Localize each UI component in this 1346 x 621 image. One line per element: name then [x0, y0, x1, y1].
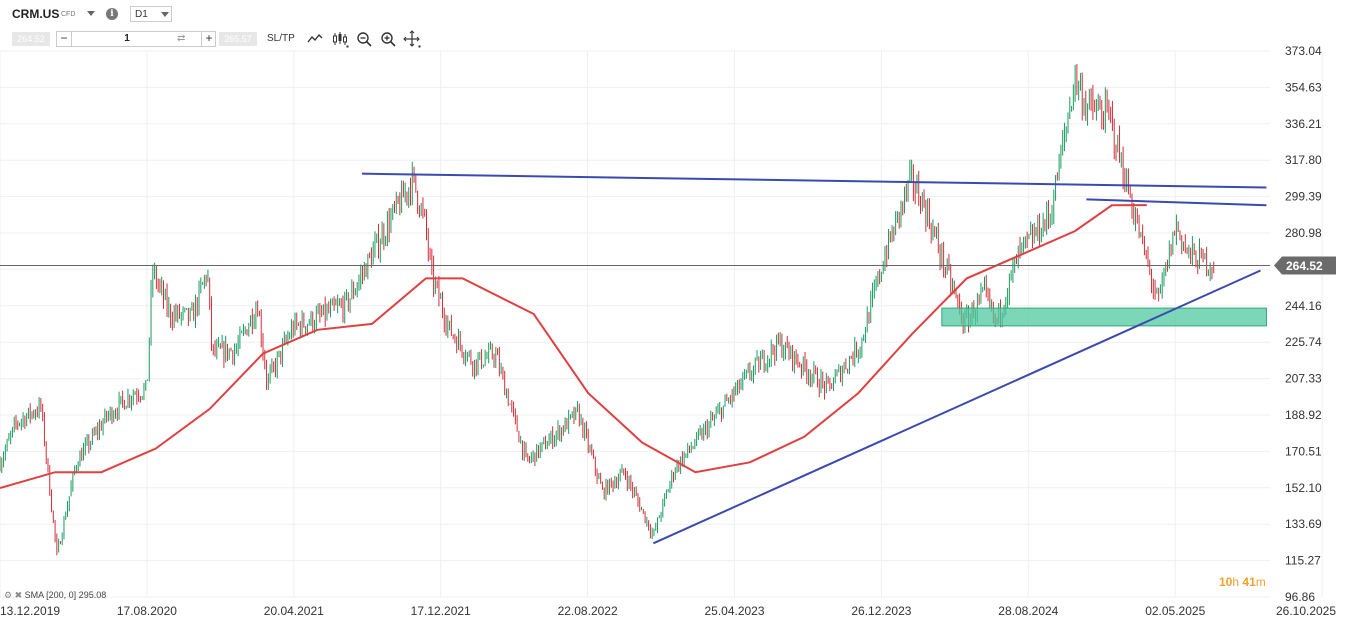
quantity-value[interactable]: 1 — [124, 33, 130, 44]
trendline — [361, 172, 1267, 189]
support-zone — [941, 307, 1267, 327]
date-tick-label: 17.08.2020 — [117, 604, 177, 618]
date-tick-label: 13.12.2019 — [0, 604, 60, 618]
timeframe-select[interactable]: D1 — [130, 6, 172, 22]
indicator-settings-icon[interactable]: ⚙ — [4, 590, 13, 600]
info-icon[interactable]: i — [106, 8, 118, 20]
sl-tp-button[interactable]: SL/TP — [267, 33, 295, 44]
current-price-layer: 264.52 — [0, 256, 1336, 275]
zoom-out-icon[interactable] — [355, 30, 373, 48]
quantity-stepper[interactable]: − 1 ⇄ + — [56, 31, 216, 47]
trendline-layer — [361, 172, 1267, 545]
price-tick-label: 336.21 — [1285, 117, 1322, 131]
current-price-label: 264.52 — [1286, 259, 1323, 273]
date-tick-label: 20.04.2021 — [264, 604, 324, 618]
chart-toolbar: CRM.US CFD i D1 264.52 − 1 ⇄ + 265.57 SL… — [0, 0, 1346, 56]
crosshair-icon[interactable] — [403, 30, 421, 48]
date-tick-label: 28.08.2024 — [998, 604, 1058, 618]
decrease-quantity-button[interactable]: − — [57, 32, 72, 46]
trendline — [1086, 198, 1267, 207]
price-axis: 96.86 115.27 133.69 152.10 170.51 188.92 207.3… — [1285, 44, 1322, 604]
support-zone-layer — [941, 307, 1267, 327]
timeframe-value: D1 — [135, 9, 148, 20]
symbol-label[interactable]: CRM.US — [12, 7, 60, 21]
swap-icon[interactable]: ⇄ — [177, 33, 186, 44]
sma-indicator-label: SMA [200, 0] 295.08 — [24, 590, 107, 600]
timeframe-dropdown-icon — [161, 12, 169, 17]
price-tick-label: 96.86 — [1285, 590, 1315, 604]
countdown-minutes: 41 — [1242, 575, 1256, 589]
time-axis: 13.12.2019 17.08.2020 20.04.2021 17.12.2021… — [0, 604, 1336, 618]
instrument-type-label: CFD — [61, 11, 76, 18]
price-tick-label: 225.74 — [1285, 335, 1322, 349]
price-tick-label: 354.63 — [1285, 80, 1322, 94]
date-tick-label: 17.12.2021 — [411, 604, 471, 618]
price-tick-label: 188.92 — [1285, 408, 1322, 422]
candle-countdown: 10h 41m — [1219, 575, 1266, 589]
ask-price-button[interactable]: 265.57 — [219, 32, 257, 46]
chart-grid — [0, 50, 1323, 598]
price-tick-label: 373.04 — [1285, 44, 1322, 58]
date-tick-label: 22.08.2022 — [558, 604, 618, 618]
date-tick-label: 25.04.2023 — [704, 604, 764, 618]
price-tick-label: 133.69 — [1285, 517, 1322, 531]
date-tick-label: 26.10.2025 — [1276, 604, 1336, 618]
countdown-hours-unit: h — [1232, 575, 1240, 589]
current-price-tag — [1274, 256, 1336, 275]
trendline — [652, 269, 1261, 545]
bid-price-button[interactable]: 264.52 — [12, 32, 50, 46]
price-tick-label: 170.51 — [1285, 444, 1322, 458]
price-tick-label: 152.10 — [1285, 481, 1322, 495]
price-tick-label: 317.80 — [1285, 153, 1322, 167]
zoom-in-icon[interactable] — [379, 30, 397, 48]
symbol-dropdown-icon[interactable] — [87, 11, 95, 16]
sma-200-line — [0, 204, 1147, 489]
candlestick-series — [0, 64, 1215, 556]
line-chart-icon[interactable] — [306, 30, 324, 48]
candle-chart-icon[interactable] — [331, 30, 349, 48]
price-tick-label: 115.27 — [1285, 554, 1321, 568]
price-tick-label: 244.16 — [1285, 299, 1322, 313]
sma-indicator-legend[interactable]: ⚙ ✖ SMA [200, 0] 295.08 — [4, 590, 106, 601]
price-tick-label: 207.33 — [1285, 372, 1322, 386]
countdown-hours: 10 — [1219, 575, 1233, 589]
indicator-remove-icon[interactable]: ✖ — [14, 590, 23, 600]
price-tick-label: 280.98 — [1285, 226, 1322, 240]
sma-layer — [0, 204, 1147, 489]
price-tick-label: 299.39 — [1285, 190, 1322, 204]
countdown-minutes-unit: m — [1255, 575, 1266, 589]
date-tick-label: 26.12.2023 — [851, 604, 911, 618]
date-tick-label: 02.05.2025 — [1145, 604, 1205, 618]
increase-quantity-button[interactable]: + — [201, 32, 216, 46]
